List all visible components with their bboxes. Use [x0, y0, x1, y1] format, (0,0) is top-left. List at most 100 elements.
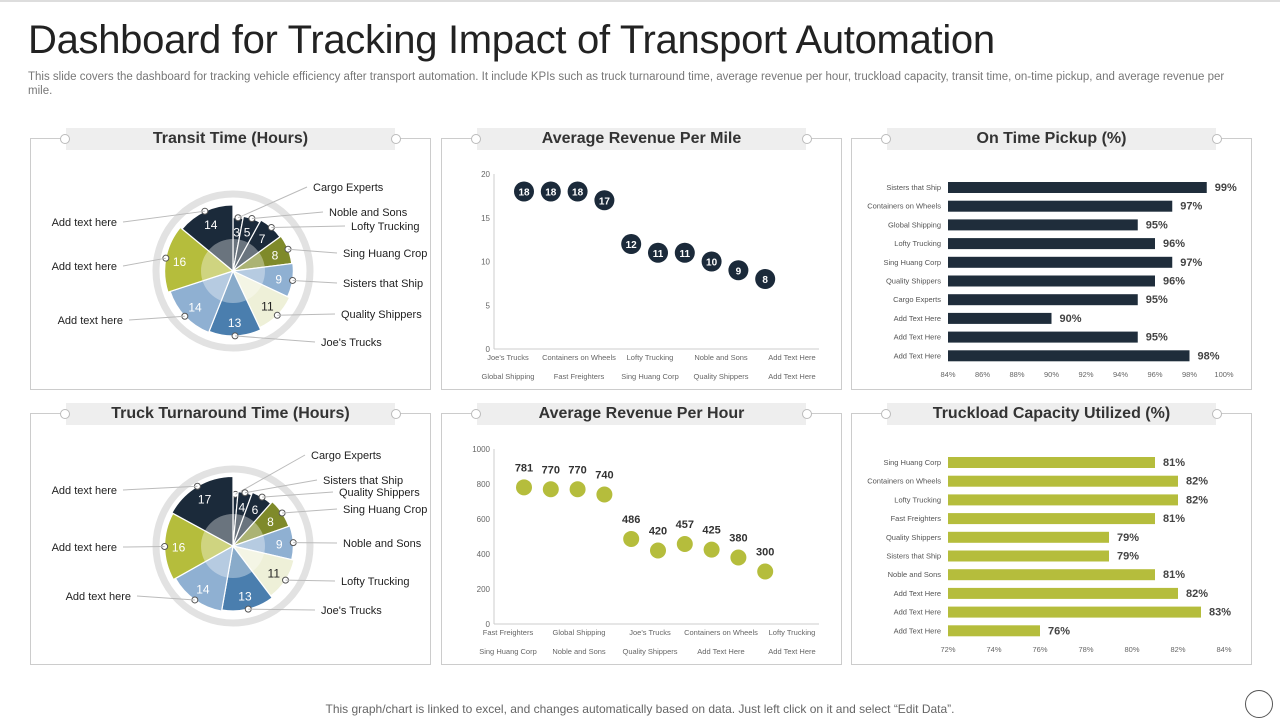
slice-category-label: Sing Huang Crop	[343, 248, 427, 260]
x-category-label: Noble and Sons	[552, 647, 606, 656]
leader-line	[237, 186, 308, 219]
data-point	[569, 481, 586, 498]
x-tick-label: 98%	[1182, 370, 1197, 379]
panel-title: Average Revenue Per Mile	[471, 128, 812, 150]
x-tick-label: 92%	[1078, 370, 1093, 379]
panel-title: Truck Turnaround Time (Hours)	[60, 403, 401, 425]
slice-category-label: Add text here	[52, 542, 117, 554]
x-category-label: Lofty Trucking	[627, 353, 674, 362]
y-tick-label: 15	[481, 214, 490, 223]
slice-category-label: Quality Shippers	[341, 309, 422, 321]
chart-svg: Cargo Experts 4 Sisters that Ship 6 Quality …	[52, 450, 427, 627]
x-category-label: Add Text Here	[697, 647, 744, 656]
chart-svg: 0 200 400 600 800 1000 781 770 770 740 486 420 457 42…	[472, 445, 819, 656]
x-category-label: Joe's Trucks	[487, 353, 529, 362]
slice-category-label: Noble and Sons	[329, 207, 408, 219]
x-category-label: Sing Huang Corp	[621, 372, 679, 381]
data-point	[703, 541, 720, 558]
panel-title: Average Revenue Per Hour	[471, 403, 812, 425]
slice-value-label: 16	[172, 540, 186, 554]
bar	[948, 238, 1155, 250]
leader-line	[235, 335, 316, 343]
slice-value-label: 8	[272, 248, 279, 262]
data-point	[596, 486, 613, 503]
x-category-label: Noble and Sons	[694, 353, 748, 362]
x-category-label: Add Text Here	[768, 647, 815, 656]
leader-line	[248, 608, 316, 611]
truck-turnaround-panel: Truck Turnaround Time (Hours) Cargo Exper…	[30, 403, 431, 665]
x-tick-label: 74%	[986, 645, 1001, 654]
bar	[948, 182, 1207, 193]
bar-category-label: Containers on Wheels	[867, 202, 941, 211]
slice-value-label: 16	[173, 255, 187, 269]
bar-category-label: Quality Shippers	[886, 533, 941, 542]
data-point	[540, 181, 561, 202]
slice-category-label: Add text here	[66, 591, 131, 603]
bar-value-label: 83%	[1209, 607, 1231, 619]
bar	[948, 513, 1155, 525]
x-tick-label: 94%	[1113, 370, 1128, 379]
page-title: Dashboard for Tracking Impact of Transpo…	[28, 18, 995, 62]
bar-value-label: 82%	[1186, 476, 1208, 488]
leader-line	[285, 579, 336, 582]
x-category-label: Global Shipping	[482, 372, 535, 381]
data-point	[650, 542, 666, 559]
slice-value-label: 9	[276, 537, 283, 551]
bar-value-label: 95%	[1146, 294, 1168, 306]
slice-category-label: Add text here	[52, 485, 117, 497]
y-tick-label: 10	[481, 258, 490, 267]
bar-category-label: Sisters that Ship	[886, 183, 941, 192]
y-tick-label: 400	[477, 550, 491, 559]
bar	[948, 457, 1155, 468]
data-label: 18	[518, 188, 530, 199]
x-category-label: Containers on Wheels	[684, 628, 758, 637]
slice-category-label: Quality Shippers	[339, 487, 420, 499]
leader-line	[122, 210, 205, 223]
bar-category-label: Add Text Here	[894, 626, 941, 635]
slice-value-label: 6	[252, 503, 259, 517]
bar-value-label: 81%	[1163, 513, 1185, 525]
data-point	[755, 269, 776, 289]
slice-category-label: Lofty Trucking	[341, 576, 409, 588]
bar	[948, 275, 1155, 287]
slice-value-label: 13	[238, 590, 252, 604]
leader-line	[122, 485, 198, 491]
data-label: 457	[676, 519, 694, 531]
page-subtitle: This slide covers the dashboard for trac…	[28, 71, 1225, 97]
bar-value-label: 98%	[1198, 350, 1220, 362]
footer-note: This graph/chart is linked to excel, and…	[325, 702, 955, 716]
x-tick-label: 80%	[1124, 645, 1139, 654]
leader-line	[128, 315, 185, 321]
slice-category-label: Cargo Experts	[311, 450, 382, 462]
slice-value-label: 11	[268, 567, 281, 581]
data-point	[621, 234, 642, 254]
data-point	[594, 190, 615, 211]
on-time-pickup-panel: On Time Pickup (%) Sisters that Ship 99% Co…	[851, 128, 1252, 390]
slice-category-label: Add text here	[52, 217, 117, 229]
data-label: 425	[702, 525, 720, 537]
bar-value-label: 95%	[1146, 332, 1168, 344]
bar	[948, 200, 1173, 212]
bar-value-label: 79%	[1117, 532, 1139, 544]
outer-ring	[152, 190, 314, 352]
data-point	[514, 181, 534, 202]
x-category-label: Quality Shippers	[622, 647, 677, 656]
truckload-capacity-panel: Truckload Capacity Utilized (%) Sing Huan…	[851, 403, 1252, 665]
data-point	[701, 251, 722, 272]
bar-category-label: Add Text Here	[894, 589, 941, 598]
leader-line	[271, 225, 346, 228]
data-label: 11	[653, 249, 664, 260]
x-category-label: Sing Huang Corp	[479, 647, 537, 656]
leader-line	[136, 595, 195, 601]
x-category-label: Quality Shippers	[693, 372, 748, 381]
bar	[948, 312, 1052, 324]
leader-line	[244, 479, 318, 494]
data-point	[728, 260, 749, 281]
chart-svg: Sing Huang Corp 81% Containers on Wheels 82…	[867, 457, 1232, 654]
data-point	[757, 563, 774, 580]
slice-category-label: Cargo Experts	[313, 182, 384, 194]
bar	[948, 625, 1040, 637]
x-category-label: Joe's Trucks	[629, 628, 671, 637]
bar-category-label: Global Shipping	[888, 220, 941, 229]
leader-dot	[162, 254, 170, 262]
